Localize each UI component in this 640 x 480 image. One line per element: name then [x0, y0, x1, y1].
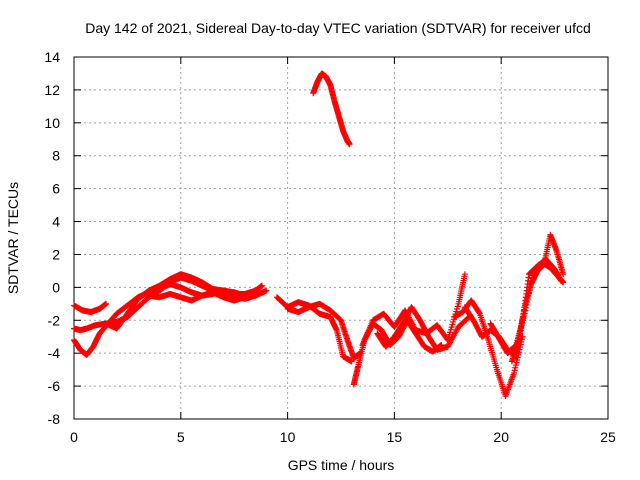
series-sat-d — [103, 271, 270, 332]
series-sat-o — [508, 231, 567, 365]
tick-layer: 0 5 10 15 20 25 -8 -6 -4 -2 0 2 4 6 8 10 12 14 — [44, 49, 616, 445]
data-point — [560, 279, 567, 286]
series-sat-h — [310, 70, 353, 148]
data-point — [348, 358, 355, 365]
data-point — [241, 294, 248, 301]
y-tick-label: 0 — [52, 279, 60, 295]
plot-border — [73, 56, 609, 420]
data-point — [263, 287, 270, 294]
chart-title: Day 142 of 2021, Sidereal Day-to-day VTE… — [85, 20, 591, 36]
x-tick-label: 15 — [387, 429, 403, 445]
data-layer — [71, 70, 567, 399]
y-tick-label: 6 — [52, 181, 60, 197]
data-point — [258, 282, 265, 289]
y-tick-label: 10 — [44, 115, 60, 131]
y-tick-label: 12 — [44, 82, 60, 98]
y-tick-label: -4 — [48, 345, 61, 361]
x-tick-label: 5 — [177, 429, 185, 445]
data-point — [519, 333, 526, 340]
x-tick-label: 0 — [70, 429, 78, 445]
data-point — [103, 300, 110, 307]
y-axis-label: SDTVAR / TECUs — [5, 182, 21, 294]
y-tick-label: 2 — [52, 246, 60, 262]
series-sat-j — [359, 271, 468, 348]
data-point — [461, 271, 468, 278]
x-axis-label: GPS time / hours — [288, 457, 395, 473]
x-tick-label: 25 — [600, 429, 616, 445]
y-tick-label: 4 — [52, 214, 60, 230]
x-tick-label: 10 — [280, 429, 296, 445]
series-sat-k — [374, 304, 473, 353]
y-tick-label: -8 — [48, 411, 61, 427]
grid-layer — [74, 57, 608, 419]
series-sat-g — [284, 300, 364, 362]
data-point — [476, 309, 483, 316]
y-tick-label: -6 — [48, 378, 61, 394]
data-point — [560, 271, 567, 278]
series-sat-a — [71, 300, 110, 316]
y-tick-label: -2 — [48, 312, 61, 328]
data-point — [346, 141, 353, 148]
y-tick-label: 14 — [44, 49, 60, 65]
x-tick-label: 20 — [493, 429, 509, 445]
y-tick-label: 8 — [52, 148, 60, 164]
series-sat-e — [145, 289, 248, 304]
